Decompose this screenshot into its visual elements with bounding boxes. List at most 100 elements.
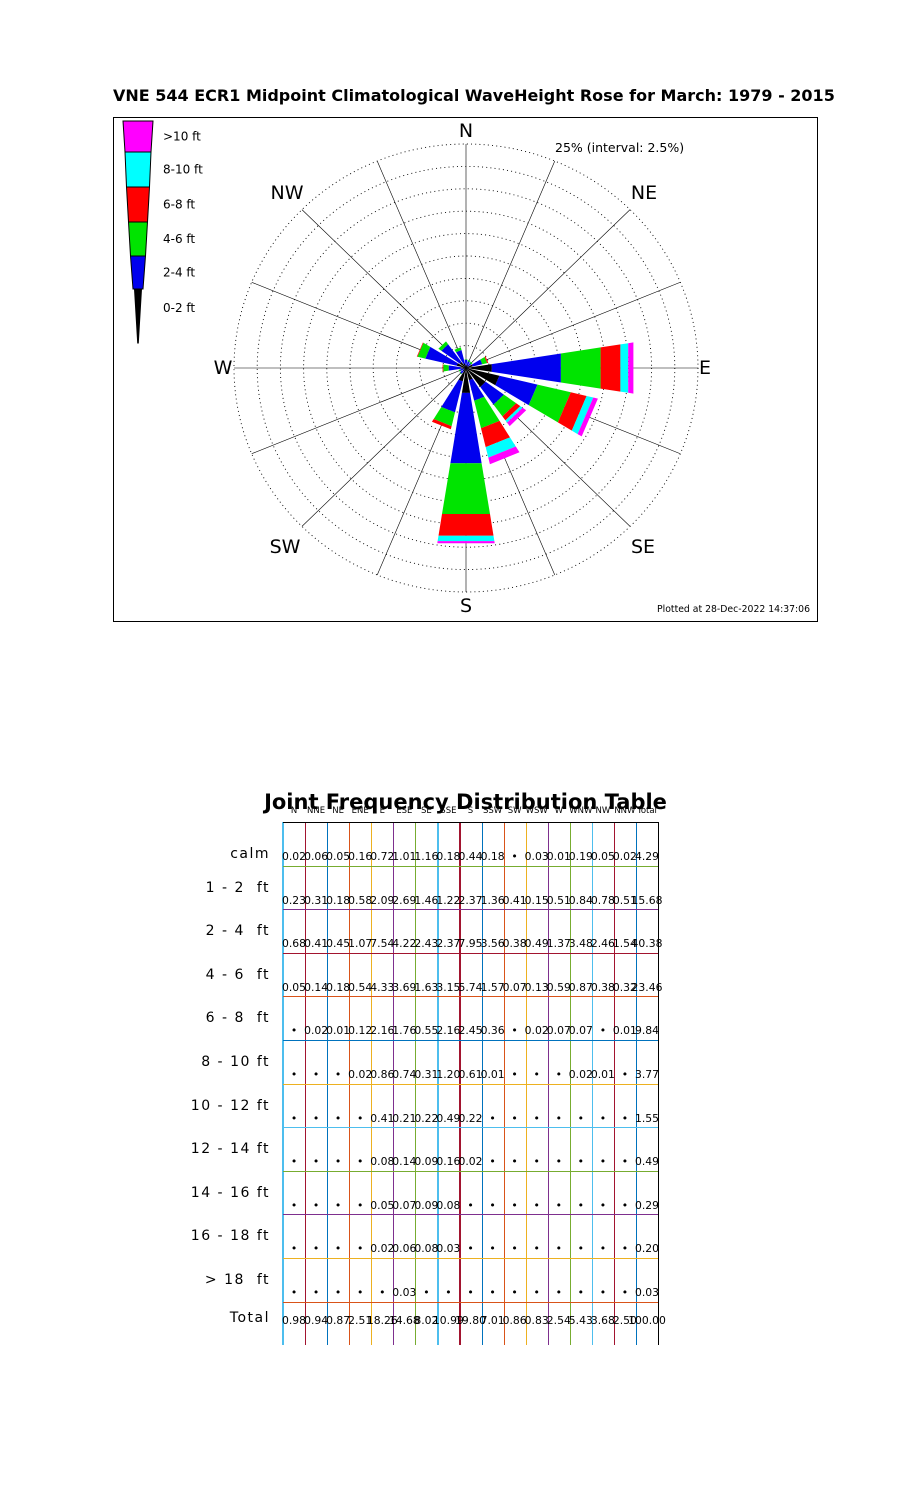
table-col-header-ese: ESE xyxy=(396,806,413,816)
table-col-header-total: Total xyxy=(637,806,657,816)
table-row-line xyxy=(283,1258,659,1260)
table-cell: 0.02 xyxy=(458,1155,483,1169)
table-row-label-bin-1: 1 - 2 ft xyxy=(205,879,270,896)
table-cell: • xyxy=(357,1242,364,1256)
rose-petal-segment-wsw xyxy=(464,368,466,369)
table-cell: • xyxy=(290,1286,298,1299)
rose-petal-segment-ene xyxy=(466,364,473,368)
table-cell: 1.76 xyxy=(392,1024,417,1038)
legend-label: 2-4 ft xyxy=(163,266,195,280)
table-row-line xyxy=(283,1214,659,1216)
table-row-line xyxy=(283,952,659,954)
table-cell: 40.38 xyxy=(631,937,663,951)
table-row-label-bin-3: 4 - 6 ft xyxy=(205,966,270,983)
table-cell: • xyxy=(511,1024,518,1038)
rose-petal-segment-e xyxy=(620,343,629,393)
table-cell: • xyxy=(357,1198,364,1212)
table-col-header-s: S xyxy=(467,806,474,816)
table-cell: 0.18 xyxy=(480,850,505,863)
table-cell: 0.87 xyxy=(326,1313,351,1327)
rose-legend: >10 ft 8-10 ft 6-8 ft 4-6 ft 2-4 ft 0-2 ft xyxy=(122,120,203,344)
table-cell: • xyxy=(312,1111,320,1125)
rose-petal-segment-wsw xyxy=(460,368,465,372)
table-cell: • xyxy=(533,1242,540,1256)
table-cell: 5.74 xyxy=(458,980,483,994)
wave-rose-plot: N NE E SE S SW W NW >10 ft 8-10 ft 6-8 ft 4-6 ft 2-… xyxy=(122,120,810,617)
table-cell: • xyxy=(599,1242,607,1256)
rose-spoke xyxy=(465,160,556,369)
table-cell: 0.01 xyxy=(546,850,571,863)
rose-petal-segment-ne xyxy=(469,361,473,365)
table-row-label-bin-8: 14 - 16 ft xyxy=(190,1184,270,1201)
table-cell: 0.83 xyxy=(524,1313,549,1327)
table-cell: 0.86 xyxy=(502,1313,527,1327)
rose-petal-segment-ne xyxy=(466,366,468,368)
table-cell: 0.01 xyxy=(590,1068,615,1081)
table-cell: • xyxy=(334,1198,342,1212)
table-row-label-bin-6: 10 - 12 ft xyxy=(190,1097,270,1114)
rose-petal-segment-nw xyxy=(441,344,462,364)
rose-petal-segment-sw xyxy=(460,370,464,374)
table-cell: 0.49 xyxy=(634,1155,660,1169)
rose-petal-segment-s xyxy=(442,463,490,514)
table-row-line xyxy=(283,1083,659,1085)
table-cell: 2.37 xyxy=(436,937,461,951)
table-cell: 0.05 xyxy=(281,980,307,994)
legend-swatch xyxy=(122,120,154,153)
rose-petal-segment-w xyxy=(442,364,444,372)
table-cell: • xyxy=(621,1155,629,1169)
rose-petal-segment-ese xyxy=(571,396,594,435)
table-title: Joint Frequency Distribution Table xyxy=(264,790,667,814)
table-row-label-bin-10: > 18 ft xyxy=(204,1272,270,1288)
table-cell: 0.98 xyxy=(281,1313,307,1327)
table-row-line xyxy=(283,1301,659,1303)
table-cell: 1.20 xyxy=(436,1068,461,1081)
table-cell: 0.12 xyxy=(348,1024,373,1038)
table-col-header-wnw: WNW xyxy=(569,806,593,816)
table-row-line xyxy=(283,1170,659,1172)
table-cell: 0.84 xyxy=(568,893,593,907)
rose-petal-segment-e xyxy=(466,364,492,372)
table-row-label-bin-4: 6 - 8 ft xyxy=(205,1010,270,1027)
plotted-at-timestamp: Plotted at 28-Dec-2022 14:37:06 xyxy=(657,604,810,615)
table-row-label-bin-0: calm xyxy=(230,846,270,862)
rose-petal-segment-ese xyxy=(577,397,598,437)
table-cell: 2.37 xyxy=(458,893,483,907)
table-col-header-wsw: WSW xyxy=(525,806,548,816)
table-cell: • xyxy=(555,1068,562,1081)
table-row-label-bin-2: 2 - 4 ft xyxy=(205,923,270,940)
rose-petal-segment-s xyxy=(450,392,482,464)
table-cell: • xyxy=(489,1155,496,1169)
table-cell: 7.95 xyxy=(458,937,483,951)
table-cell: • xyxy=(312,1242,320,1256)
table-cell: 3.56 xyxy=(480,937,505,951)
table-cell: 0.09 xyxy=(414,1198,439,1212)
legend-label: 6-8 ft xyxy=(163,198,195,212)
table-cell: 0.03 xyxy=(634,1286,660,1299)
rose-petal-segment-sse xyxy=(481,420,510,448)
rose-petal-segment-s xyxy=(437,535,495,542)
table-row-line xyxy=(283,996,659,998)
rose-petal-segment-nnw xyxy=(463,363,466,368)
table-cell: • xyxy=(511,850,518,863)
table-cell: 0.74 xyxy=(392,1068,417,1081)
rose-petal-segment-e xyxy=(600,344,621,392)
table-cell: 0.78 xyxy=(590,893,615,907)
rose-petal-segment-e xyxy=(628,342,634,394)
table-cell: 1.07 xyxy=(348,937,373,951)
compass-label-e: E xyxy=(699,357,711,379)
table-cell: 0.23 xyxy=(281,893,307,907)
table-cell: • xyxy=(511,1111,518,1125)
rose-petal-segment-ese xyxy=(466,368,500,386)
table-cell: 0.41 xyxy=(304,937,329,951)
table-cell: 23.46 xyxy=(631,980,663,994)
table-cell: 0.05 xyxy=(326,850,351,863)
table-row-label-bin-5: 8 - 10 ft xyxy=(201,1054,270,1070)
table-cell: 0.31 xyxy=(414,1068,439,1081)
table-cell: 8.02 xyxy=(414,1313,439,1327)
rose-petal-segment-nw xyxy=(438,341,449,351)
rose-spoke xyxy=(376,160,467,369)
table-cell: 0.07 xyxy=(546,1024,571,1038)
table-row-label-bin-9: 16 - 18 ft xyxy=(190,1228,270,1245)
table-col-header-ssw: SSW xyxy=(482,806,503,816)
